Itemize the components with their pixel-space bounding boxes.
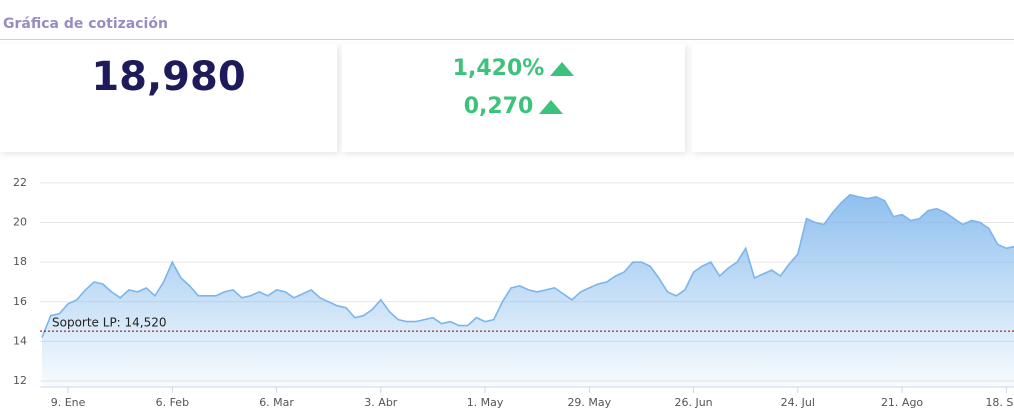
chart: 12 14 16 18 20 22 9. Ene 6. Feb 6. Mar 3. Abr 1. M…: [13, 176, 1014, 409]
y-tick-label: 14: [13, 334, 27, 347]
x-tick-label: 9. Ene: [51, 396, 86, 409]
price: 18,980: [91, 54, 246, 100]
y-tick-label: 20: [13, 216, 27, 229]
y-tick-label: 22: [13, 176, 27, 189]
change-card: 1,420% 0,270: [342, 44, 685, 152]
up-arrow: [550, 62, 575, 76]
support-label: Soporte LP: 14,520: [52, 316, 167, 330]
x-tick-label: 6. Feb: [156, 396, 189, 409]
x-tick-label: 26. Jun: [674, 396, 712, 409]
section-title: Gráfica de cotización: [3, 16, 168, 32]
change-pct: 1,420%: [452, 56, 545, 81]
x-tick-label: 6. Mar: [259, 396, 294, 409]
x-tick-label: 21. Ago: [881, 396, 923, 409]
y-tick-label: 12: [13, 374, 27, 387]
price-card: 18,980: [0, 44, 337, 152]
x-tick-label: 18. Sep: [985, 396, 1014, 409]
change-row: 1,420%: [342, 56, 685, 81]
price-line: [41, 193, 1014, 338]
x-tick-label: 24. Jul: [781, 396, 815, 409]
empty-card: [692, 44, 1014, 152]
change-abs: 0,270: [463, 94, 534, 119]
divider: [0, 39, 1014, 40]
y-tick-label: 18: [13, 255, 27, 268]
x-tick-label: 29. May: [567, 396, 611, 409]
change-row: 0,270: [342, 94, 685, 119]
y-tick-label: 16: [13, 295, 27, 308]
x-tick-label: 3. Abr: [364, 396, 397, 409]
x-tick-label: 1. May: [467, 396, 504, 409]
area-fill: [42, 194, 1014, 387]
up-arrow: [539, 100, 564, 114]
